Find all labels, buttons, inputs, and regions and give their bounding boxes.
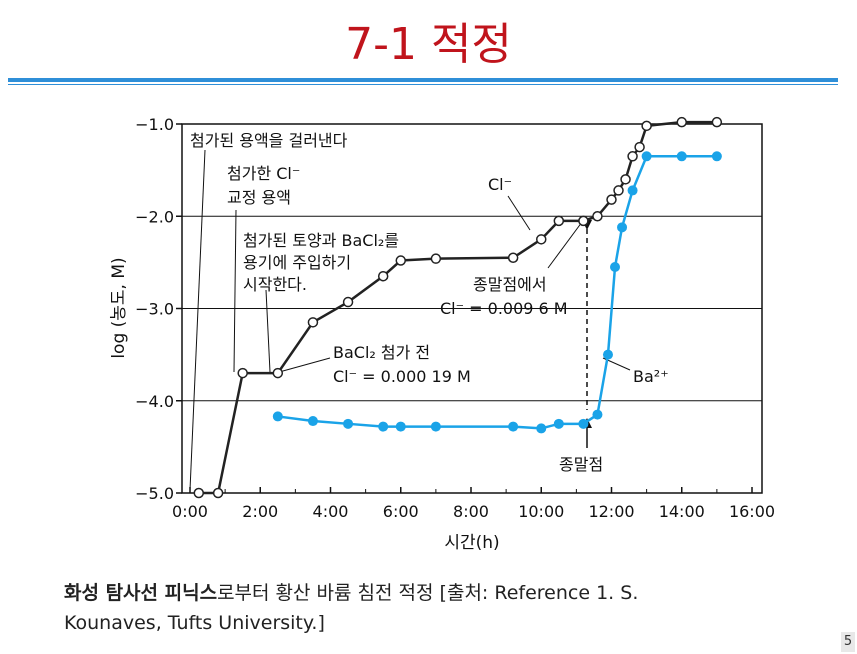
y-tick-label: −4.0: [135, 392, 174, 411]
ba-data-point: [272, 411, 283, 422]
cl-data-point: [620, 174, 631, 185]
cl-data-point: [592, 211, 603, 222]
leader-standard: [233, 209, 237, 373]
cl-data-point: [272, 367, 284, 379]
cl-data-point: [606, 194, 617, 205]
annotation-standard-2: 교정 용액: [227, 188, 291, 207]
ba-data-point: [508, 421, 519, 432]
annotation-endpoint: 종말점: [559, 455, 603, 474]
leader-cl: [507, 195, 531, 231]
x-tick-label: 10:00: [518, 502, 564, 521]
cl-data-point: [578, 215, 589, 227]
slide-title: 7-1 적정: [345, 19, 512, 70]
x-tick-label: 6:00: [383, 502, 419, 521]
caption-bold: 화성 탐사선 피닉스: [64, 582, 218, 604]
x-tick-label: 2:00: [242, 502, 278, 521]
cl-data-point: [430, 253, 442, 264]
ba-series-line: [277, 155, 717, 430]
x-tick-label: 0:00: [172, 502, 208, 521]
ba-data-point: [430, 421, 441, 432]
x-tick-label: 4:00: [313, 502, 349, 521]
cl-data-point: [627, 151, 638, 162]
cl-data-point: [507, 252, 519, 264]
ba-data-point: [343, 418, 354, 429]
y-tick-label: −2.0: [135, 207, 174, 226]
title-rule-thick: [8, 78, 838, 82]
annotation-filter: 첨가된 용액을 걸러낸다: [190, 131, 348, 150]
cl-data-point: [613, 185, 624, 196]
y-tick-label: −5.0: [135, 484, 174, 503]
x-tick-label: 14:00: [659, 502, 705, 521]
ba-data-point: [536, 423, 547, 434]
page-number: 5: [841, 632, 855, 652]
annotation-before-2: Cl⁻ = 0.000 19 M: [333, 367, 471, 386]
cl-data-point: [676, 116, 687, 128]
cl-data-point: [237, 367, 248, 379]
x-tick-label: 16:00: [729, 502, 775, 521]
figure-caption: 화성 탐사선 피닉스로부터 황산 바륨 침전 적정 [출처: Reference…: [64, 578, 814, 638]
caption-line2: Kounaves, Tufts University.]: [64, 612, 325, 634]
ba-data-point: [378, 421, 389, 432]
caption-rest: 로부터 황산 바륨 침전 적정 [출처: Reference 1. S.: [217, 582, 639, 604]
y-tick-label: −1.0: [135, 115, 174, 134]
y-axis-label: log (농도, M): [109, 257, 129, 358]
annotation-soil-3: 시작한다.: [243, 275, 307, 294]
x-axis-label: 시간(h): [444, 533, 499, 553]
cl-data-point: [212, 487, 224, 499]
annotation-endpoint-1: 종말점에서: [473, 275, 547, 294]
ba-data-point: [307, 416, 318, 427]
x-tick-label: 8:00: [453, 502, 489, 521]
title-rule-thin: [8, 84, 838, 85]
ba-data-point: [553, 418, 564, 429]
cl-data-point: [634, 141, 645, 153]
y-tick-label: −3.0: [135, 300, 174, 319]
leader-filter: [189, 149, 206, 491]
cl-data-point: [307, 317, 319, 328]
ba-data-point: [578, 418, 589, 429]
leader-soil: [265, 289, 271, 373]
ba-data-point: [676, 151, 687, 162]
annotation-standard-1: 첨가한 Cl⁻: [227, 164, 300, 183]
ba-data-point: [641, 151, 652, 162]
ba-data-point: [627, 185, 638, 196]
x-tick-label: 12:00: [588, 502, 634, 521]
titration-chart: −1.0 −2.0 −3.0 −4.0 −5.0 0:00 2:00 4:00 6:00 8:0…: [109, 115, 775, 553]
ba-data-point: [617, 222, 628, 233]
leader-endpoint: [547, 221, 583, 269]
cl-data-point: [536, 234, 547, 245]
cl-data-point: [395, 255, 406, 266]
cl-data-point: [711, 116, 723, 128]
annotation-cl-label: Cl⁻: [488, 175, 512, 194]
annotation-before-1: BaCl₂ 첨가 전: [333, 343, 430, 362]
annotation-ba-label: Ba²⁺: [633, 367, 669, 386]
cl-data-point: [553, 215, 565, 227]
annotation-endpoint-2: Cl⁻ = 0.009 6 M: [440, 299, 568, 318]
cl-data-point: [377, 270, 389, 282]
ba-data-point: [602, 349, 613, 360]
ba-data-point: [592, 409, 603, 420]
ba-data-point: [610, 261, 621, 272]
cl-series-line: [198, 120, 717, 495]
ba-data-point: [711, 151, 722, 162]
cl-data-point: [641, 120, 652, 132]
cl-data-point: [342, 296, 354, 308]
cl-data-point: [193, 487, 205, 499]
annotation-soil-1: 첨가된 토양과 BaCl₂를: [243, 231, 399, 250]
annotation-soil-2: 용기에 주입하기: [243, 253, 351, 272]
ba-data-point: [395, 421, 406, 432]
